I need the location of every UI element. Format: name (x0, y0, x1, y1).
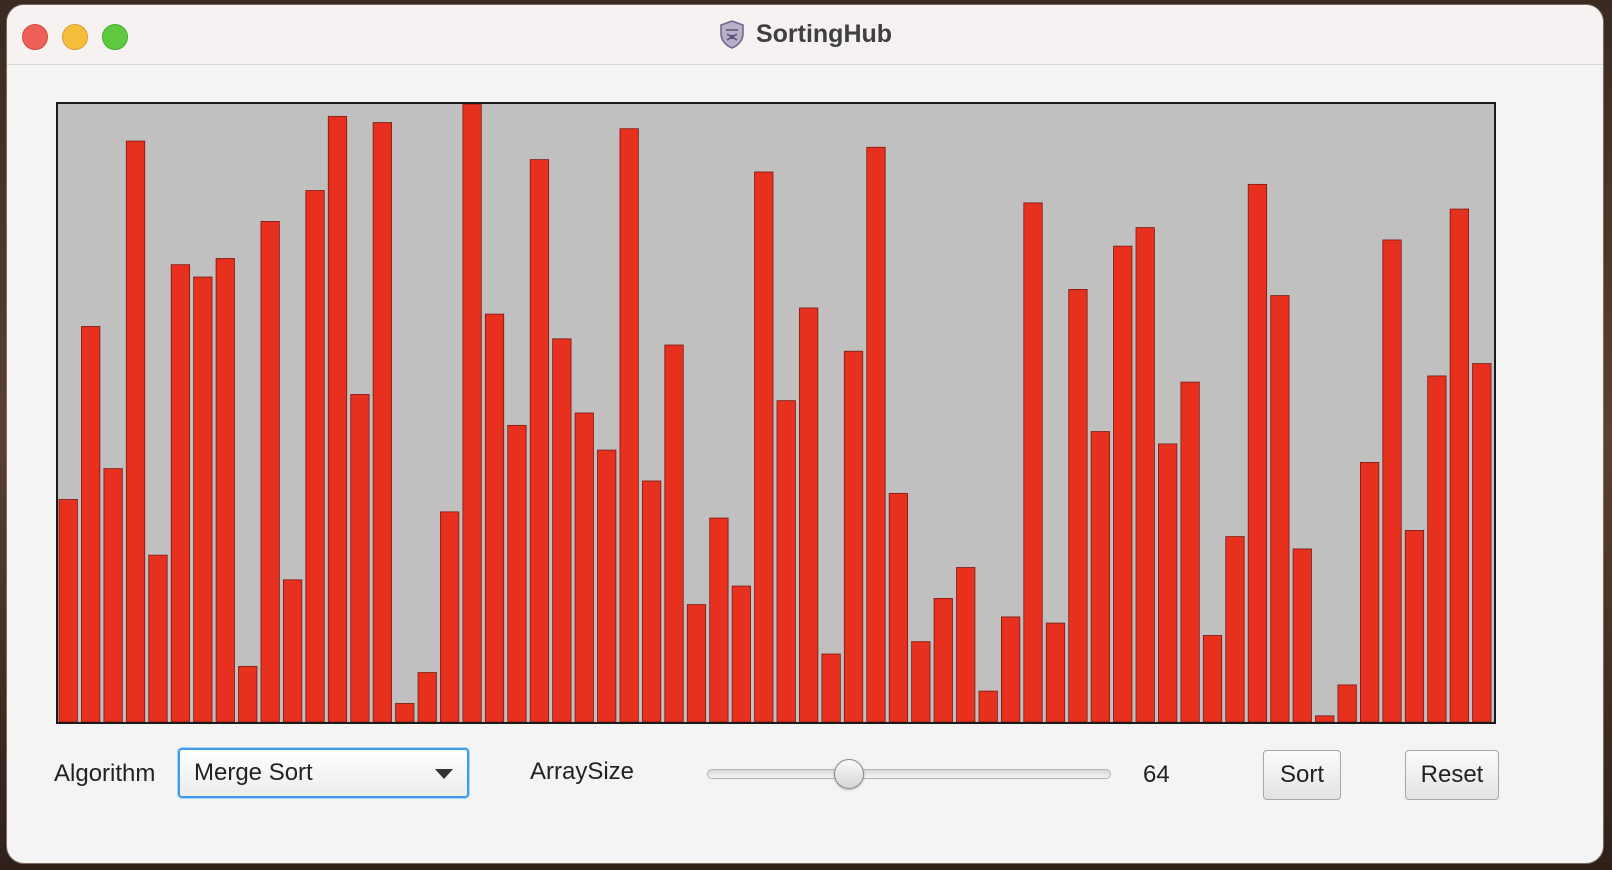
array-bar (1225, 536, 1245, 722)
title-group: SortingHub (7, 19, 1603, 49)
array-bar (1292, 548, 1312, 722)
array-bar (1270, 295, 1290, 722)
sort-button[interactable]: Sort (1263, 750, 1341, 800)
array-bar (238, 665, 258, 722)
array-bar (888, 492, 909, 722)
array-bar (731, 585, 751, 722)
shield-icon (720, 20, 744, 49)
array-bar (821, 653, 841, 722)
array-bar (866, 146, 886, 722)
close-window-button[interactable] (22, 24, 48, 50)
array-bar (462, 104, 482, 722)
array-bar (1090, 431, 1110, 722)
array-bar (305, 190, 325, 722)
array-bar (1202, 635, 1223, 722)
array-bar (664, 344, 684, 722)
array-bar (1247, 183, 1268, 722)
array-bar (1068, 288, 1088, 722)
array-size-label: ArraySize (530, 758, 635, 785)
array-bar (103, 468, 123, 722)
array-bar (552, 338, 572, 722)
array-bar (776, 400, 796, 722)
array-bar (911, 641, 931, 722)
array-bar (282, 579, 303, 722)
array-size-value: 64 (1143, 761, 1170, 788)
array-bar (148, 554, 168, 722)
array-bar (327, 115, 348, 722)
array-bar (1000, 616, 1021, 722)
array-bar (350, 394, 370, 722)
array-bar (1359, 462, 1380, 722)
array-bar (1427, 375, 1447, 722)
array-bar (933, 597, 953, 722)
control-panel: Algorithm Merge Sort ArraySize 64 Sort R… (7, 745, 1603, 815)
array-bar (1449, 208, 1469, 722)
array-bar (215, 258, 235, 722)
array-bar (1382, 239, 1402, 722)
array-bar (1404, 530, 1425, 722)
slider-track[interactable] (707, 769, 1111, 779)
array-bar (1337, 684, 1357, 722)
array-bar (58, 499, 78, 722)
array-bar (574, 412, 594, 722)
algorithm-label: Algorithm (54, 760, 156, 787)
array-bar (709, 517, 729, 722)
array-bar (125, 140, 146, 722)
array-bar (170, 264, 191, 722)
array-bar (956, 567, 976, 722)
title-bar: SortingHub (7, 5, 1603, 65)
window-title: SortingHub (755, 19, 893, 48)
algorithm-select[interactable]: Merge Sort (178, 748, 469, 798)
bars-svg (58, 104, 1492, 722)
array-bar (978, 690, 998, 722)
chevron-down-icon (435, 769, 453, 779)
array-bar (417, 672, 437, 722)
array-bar (597, 449, 617, 722)
array-bar (440, 511, 460, 722)
array-bar (484, 313, 505, 722)
array-bar (1113, 245, 1133, 722)
array-bar (529, 159, 550, 722)
slider-thumb[interactable] (834, 759, 865, 789)
array-size-slider[interactable] (707, 759, 1111, 789)
array-bar (395, 703, 415, 722)
bar-chart (56, 102, 1496, 724)
array-bar (641, 480, 662, 722)
array-bar (619, 128, 639, 722)
array-bar (1135, 227, 1155, 722)
array-bar (1045, 622, 1066, 722)
array-bar (799, 307, 819, 722)
reset-button[interactable]: Reset (1405, 750, 1499, 800)
array-bar (1023, 202, 1043, 722)
array-bar (843, 350, 864, 722)
array-bar (1158, 443, 1178, 722)
array-bar (754, 171, 774, 722)
array-bar (1472, 363, 1492, 722)
array-bar (81, 326, 101, 722)
array-bar (686, 604, 707, 722)
maximize-window-button[interactable] (102, 24, 128, 50)
app-window: SortingHub Algorithm Merge Sort ArraySiz… (6, 4, 1604, 864)
array-bar (260, 221, 280, 722)
array-bar (1180, 381, 1200, 722)
array-bar (507, 424, 527, 722)
array-bar (372, 122, 392, 722)
algorithm-select-value: Merge Sort (194, 759, 313, 786)
minimize-window-button[interactable] (62, 24, 88, 50)
array-bar (193, 276, 213, 722)
array-bar (1315, 715, 1335, 722)
